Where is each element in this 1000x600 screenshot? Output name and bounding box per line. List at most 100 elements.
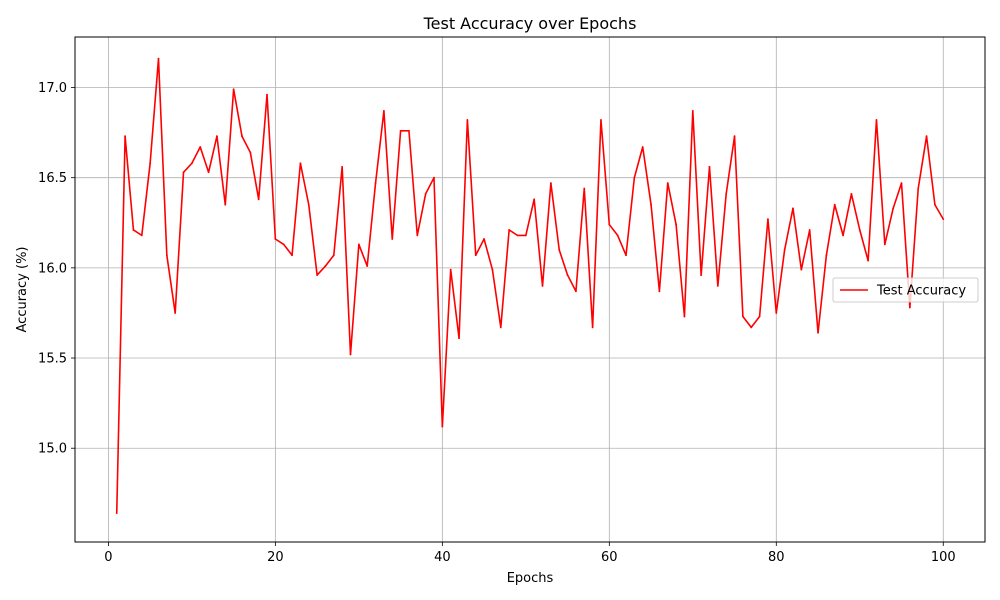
data-point	[767, 218, 769, 221]
data-point	[917, 187, 920, 190]
series-line	[115, 57, 944, 514]
y-tick-label: 17.0	[38, 81, 67, 96]
data-point	[374, 182, 377, 184]
data-point	[934, 203, 936, 206]
x-tick-label: 0	[104, 550, 112, 565]
data-point	[174, 312, 177, 314]
data-point	[316, 274, 319, 276]
data-point	[249, 151, 252, 154]
data-point	[867, 259, 870, 262]
data-point	[232, 88, 235, 91]
data-point	[666, 182, 669, 184]
data-point	[600, 119, 602, 121]
data-point	[533, 198, 536, 201]
data-point	[207, 171, 210, 174]
data-point	[140, 234, 143, 237]
data-point	[182, 171, 185, 174]
legend: Test Accuracy	[832, 277, 979, 303]
data-point	[700, 274, 703, 276]
data-point	[416, 234, 419, 237]
data-point	[157, 57, 160, 60]
data-point	[341, 165, 344, 168]
legend-label: Test Accuracy	[876, 284, 966, 299]
data-point	[241, 135, 243, 138]
data-point	[817, 331, 819, 334]
data-point	[508, 229, 511, 231]
data-point	[441, 425, 444, 428]
data-point	[566, 274, 569, 276]
x-tick-label: 60	[601, 550, 618, 565]
data-point	[625, 254, 627, 257]
data-point	[115, 512, 118, 515]
data-point	[633, 176, 636, 179]
data-point	[658, 290, 661, 293]
data-point	[274, 238, 277, 240]
data-point	[332, 254, 335, 257]
x-tick-label: 100	[931, 550, 956, 565]
data-point	[758, 315, 761, 318]
data-point	[616, 234, 619, 237]
x-axis-label: Epochs	[507, 571, 554, 586]
data-point	[282, 243, 285, 246]
y-tick-label: 16.5	[38, 171, 67, 186]
data-point	[499, 326, 502, 329]
data-point	[875, 119, 878, 121]
data-point	[650, 203, 652, 206]
y-tick-label: 15.0	[38, 442, 67, 457]
data-point	[942, 218, 945, 221]
data-point	[850, 193, 853, 195]
data-point	[675, 223, 678, 226]
data-point	[792, 207, 794, 210]
data-point	[366, 265, 369, 267]
data-point	[224, 203, 227, 206]
data-point	[842, 234, 844, 237]
data-point	[299, 162, 302, 165]
data-point	[558, 248, 561, 251]
data-point	[199, 146, 202, 148]
data-point	[449, 268, 452, 271]
data-point	[216, 135, 218, 138]
data-point	[491, 268, 494, 271]
data-point	[391, 238, 394, 240]
data-point	[858, 229, 861, 231]
data-point	[424, 193, 427, 195]
data-point	[833, 203, 836, 206]
data-point	[683, 315, 686, 318]
data-point	[324, 265, 327, 267]
data-point	[257, 198, 260, 201]
x-tick-label: 40	[434, 550, 451, 565]
data-point	[549, 182, 552, 184]
data-point	[641, 146, 644, 148]
data-point	[357, 243, 360, 246]
data-point	[608, 223, 611, 226]
x-tick-label: 20	[267, 550, 284, 565]
data-point	[124, 135, 126, 138]
data-point	[575, 290, 577, 293]
y-tick-label: 16.0	[38, 261, 67, 276]
y-axis-label: Accuracy (%)	[15, 247, 30, 333]
data-point	[382, 110, 385, 112]
series-layer	[115, 57, 945, 515]
data-point	[741, 315, 744, 318]
data-point	[165, 254, 168, 257]
data-point	[399, 129, 402, 132]
data-point	[190, 162, 193, 165]
data-point	[775, 312, 778, 314]
data-point	[408, 129, 410, 132]
data-point	[541, 284, 544, 287]
y-tick-label: 15.5	[38, 352, 67, 367]
data-point	[892, 207, 895, 210]
data-point	[800, 268, 803, 271]
data-point	[349, 353, 352, 356]
data-point	[733, 135, 736, 138]
legend-box	[832, 277, 979, 303]
data-point	[725, 193, 728, 195]
data-point	[591, 326, 594, 329]
x-tick-label: 80	[768, 550, 785, 565]
data-point	[483, 238, 485, 240]
data-point	[808, 229, 811, 231]
chart-title: Test Accuracy over Epochs	[423, 14, 637, 33]
axis-ticks: 0 20 40 60 80 100 15.0 15.5 16.0 16.5 17.0	[38, 81, 956, 565]
data-point	[149, 162, 152, 165]
data-point	[825, 254, 828, 257]
